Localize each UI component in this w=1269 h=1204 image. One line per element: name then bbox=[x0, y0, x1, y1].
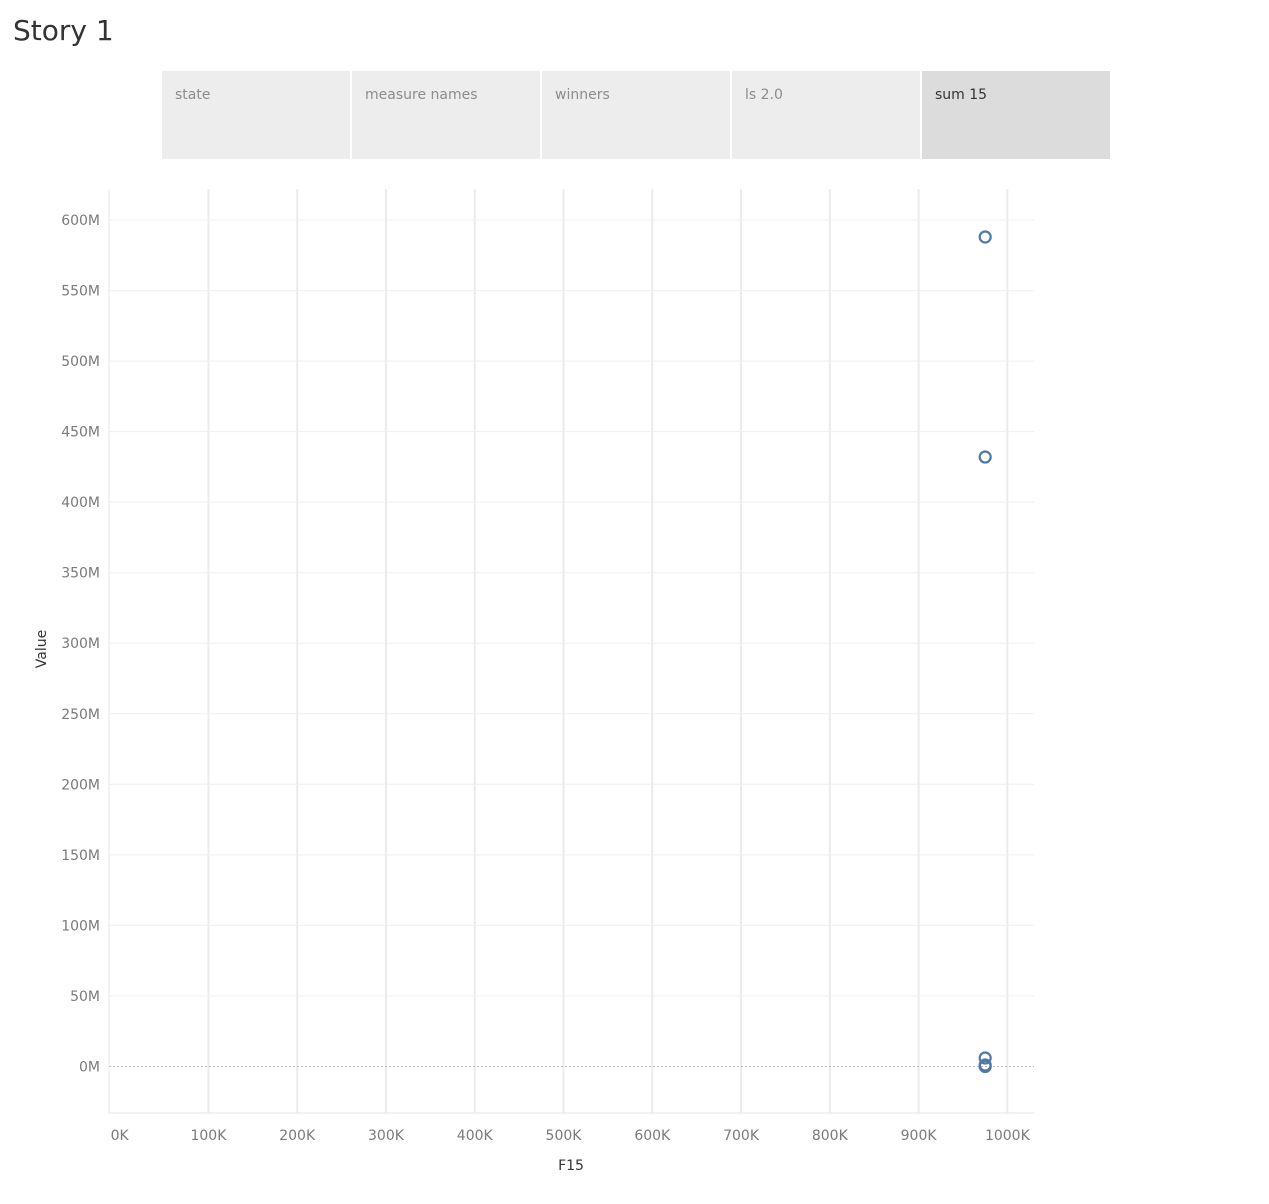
y-tick-label: 0M bbox=[79, 1059, 100, 1075]
y-tick-label: 300M bbox=[61, 636, 100, 652]
axis-layer: 0K 100K 200K 300K 400K 500K 600K 700K 800K 900K 10… bbox=[61, 189, 1034, 1144]
x-tick-label: 900K bbox=[901, 1128, 938, 1144]
data-point bbox=[978, 450, 992, 464]
story-point-state[interactable]: state bbox=[162, 71, 350, 159]
x-tick-label: 600K bbox=[634, 1128, 671, 1144]
story-point-measure-names[interactable]: measure names bbox=[352, 71, 540, 159]
grid-layer bbox=[109, 189, 1034, 1113]
y-tick-label: 50M bbox=[70, 989, 100, 1005]
data-point bbox=[978, 230, 992, 244]
data-point bbox=[978, 1058, 992, 1072]
y-tick-label: 250M bbox=[61, 707, 100, 723]
x-tick-label: 400K bbox=[457, 1128, 494, 1144]
y-tick-label: 450M bbox=[61, 425, 100, 441]
story-point-winners[interactable]: winners bbox=[542, 71, 730, 159]
y-tick-label: 350M bbox=[61, 566, 100, 582]
y-tick-label: 550M bbox=[61, 284, 100, 300]
y-tick-label: 600M bbox=[61, 213, 100, 229]
x-tick-label: 800K bbox=[812, 1128, 849, 1144]
x-tick-label: 1000K bbox=[985, 1128, 1031, 1144]
x-axis-title: F15 bbox=[558, 1158, 584, 1174]
mark-layer bbox=[978, 230, 992, 1074]
x-tick-label: 700K bbox=[723, 1128, 760, 1144]
data-point bbox=[978, 1059, 992, 1074]
y-tick-label: 100M bbox=[61, 918, 100, 934]
y-tick-label: 150M bbox=[61, 848, 100, 864]
story-point-sum-15[interactable]: sum 15 bbox=[922, 71, 1110, 159]
x-tick-label: 300K bbox=[368, 1128, 405, 1144]
y-tick-label: 400M bbox=[61, 495, 100, 511]
y-axis-title: Value bbox=[34, 630, 50, 668]
data-point bbox=[978, 1051, 992, 1065]
story-title: Story 1 bbox=[13, 14, 114, 47]
story-navigator: state measure names winners ls 2.0 sum 1… bbox=[162, 71, 1110, 159]
y-tick-label: 200M bbox=[61, 777, 100, 793]
x-tick-label: 500K bbox=[546, 1128, 583, 1144]
x-tick-label: 0K bbox=[111, 1128, 130, 1144]
story-point-ls-2-0[interactable]: ls 2.0 bbox=[732, 71, 920, 159]
x-tick-label: 200K bbox=[279, 1128, 316, 1144]
x-tick-label: 100K bbox=[190, 1128, 227, 1144]
y-tick-label: 500M bbox=[61, 354, 100, 370]
